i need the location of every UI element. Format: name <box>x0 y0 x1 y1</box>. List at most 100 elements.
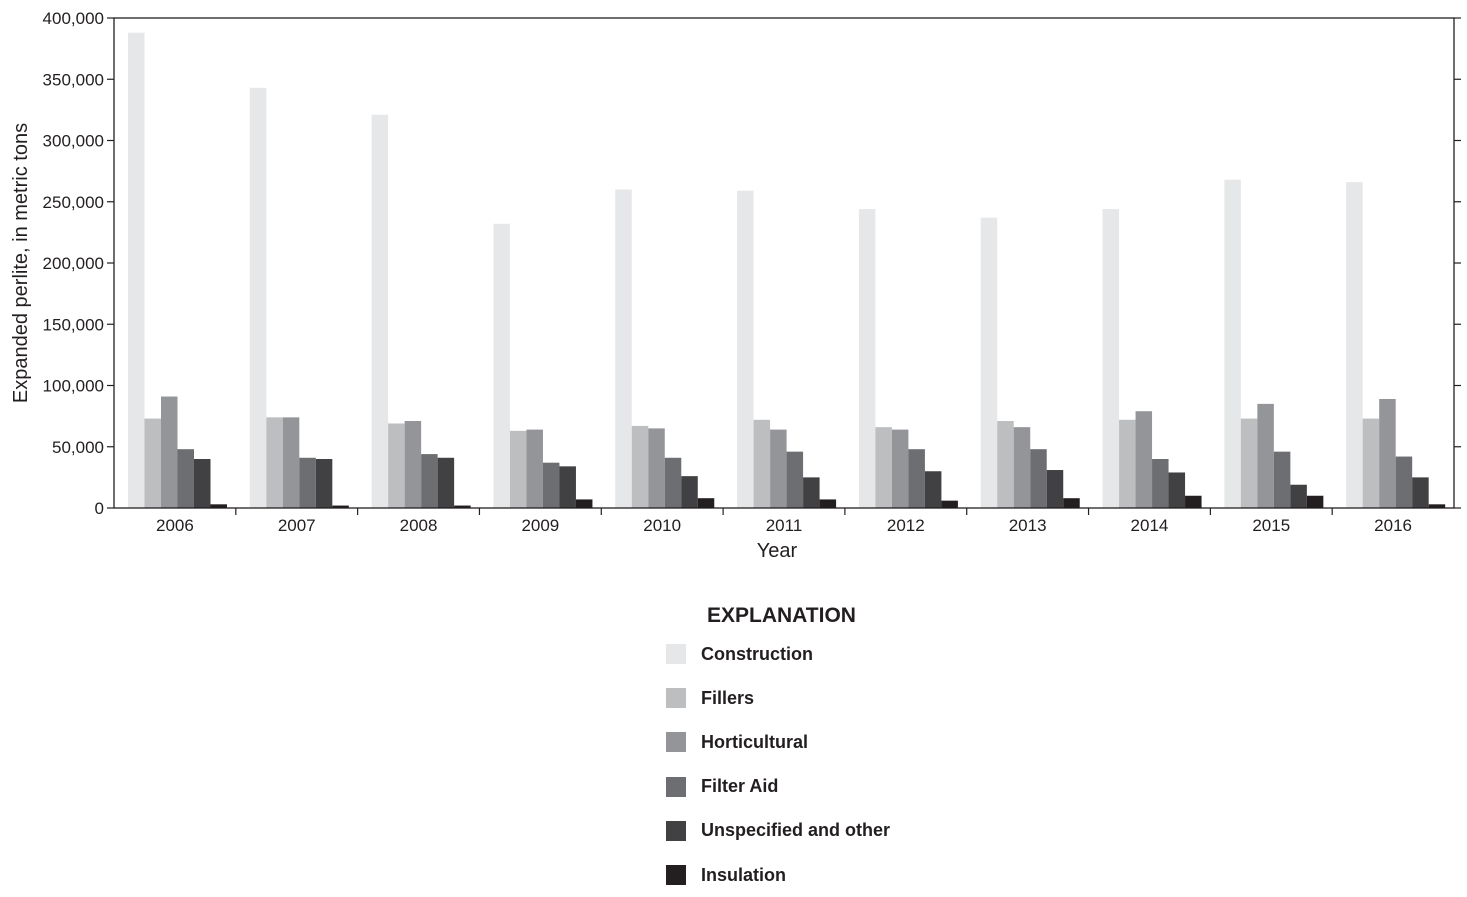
bar-construction-2007 <box>249 87 267 508</box>
bar-insulation-2012 <box>941 500 958 508</box>
bar-insulation-2011 <box>819 499 837 508</box>
legend-item-insulation: Insulation <box>666 853 986 897</box>
bar-fillers-2014 <box>1119 419 1136 508</box>
legend-swatch <box>666 820 686 841</box>
bar-unspecified-and-other-2013 <box>1046 470 1064 508</box>
bar-filter-aid-2008 <box>421 454 438 508</box>
bar-fillers-2009 <box>509 430 527 508</box>
bar-unspecified-and-other-2007 <box>315 459 333 508</box>
y-tick-label: 100,000 <box>43 377 104 396</box>
bar-filter-aid-2016 <box>1395 456 1413 508</box>
bar-horticultural-2006 <box>161 396 178 508</box>
bar-insulation-2007 <box>332 505 349 508</box>
bar-filter-aid-2013 <box>1030 449 1047 508</box>
legend-swatch <box>666 732 686 753</box>
bar-filter-aid-2006 <box>177 449 194 508</box>
bar-fillers-2013 <box>997 421 1014 508</box>
x-tick-label: 2016 <box>1374 516 1412 535</box>
bar-fillers-2016 <box>1362 418 1380 508</box>
x-tick-label: 2009 <box>521 516 559 535</box>
bar-horticultural-2008 <box>404 421 422 508</box>
bar-fillers-2011 <box>753 419 771 508</box>
legend-label: Fillers <box>701 687 755 708</box>
legend: EXPLANATION Construction Fillers Horticult… <box>666 600 986 897</box>
bar-construction-2011 <box>737 190 754 509</box>
bar-unspecified-and-other-2012 <box>924 471 942 508</box>
x-tick-label: 2013 <box>1009 516 1047 535</box>
legend-label: Filter Aid <box>701 776 779 797</box>
bar-fillers-2012 <box>875 427 892 508</box>
legend-item-unspecified-and-other: Unspecified and other <box>666 809 986 853</box>
bar-filter-aid-2009 <box>542 462 560 508</box>
y-tick-label: 0 <box>95 499 104 518</box>
y-axis-title: Expanded perlite, in metric tons <box>10 123 32 403</box>
bar-filter-aid-2007 <box>299 457 316 508</box>
x-tick-label: 2010 <box>643 516 681 535</box>
legend-label: Insulation <box>701 864 786 885</box>
bar-horticultural-2015 <box>1257 403 1274 509</box>
bar-unspecified-and-other-2008 <box>437 457 455 508</box>
bar-filter-aid-2015 <box>1273 451 1291 508</box>
x-axis-title: Year <box>757 540 798 562</box>
x-tick-label: 2012 <box>887 516 925 535</box>
bar-construction-2013 <box>980 217 998 508</box>
bar-insulation-2009 <box>575 499 593 508</box>
bar-horticultural-2014 <box>1135 411 1153 508</box>
bar-construction-2009 <box>493 223 510 509</box>
bar-filter-aid-2011 <box>786 451 804 508</box>
bar-insulation-2006 <box>210 504 227 508</box>
bar-insulation-2010 <box>697 498 715 508</box>
bar-construction-2012 <box>858 209 876 508</box>
legend-title: EXPLANATION <box>707 604 856 627</box>
bar-construction-2006 <box>128 32 145 508</box>
bar-insulation-2013 <box>1063 498 1080 508</box>
bar-unspecified-and-other-2016 <box>1412 477 1429 509</box>
legend-label: Unspecified and other <box>701 820 891 841</box>
y-tick-label: 400,000 <box>43 9 104 28</box>
legend-item-horticultural: Horticultural <box>666 720 986 764</box>
x-tick-label: 2014 <box>1131 516 1169 535</box>
legend-swatch <box>666 644 686 665</box>
bar-horticultural-2012 <box>891 429 909 508</box>
bar-unspecified-and-other-2009 <box>559 466 576 508</box>
bar-fillers-2015 <box>1240 418 1258 508</box>
x-axis-ticks: 2006 2007 2008 2009 2010 2011 2012 2013 2014 2015… <box>156 508 1412 535</box>
bar-horticultural-2011 <box>770 429 787 508</box>
bar-unspecified-and-other-2015 <box>1290 484 1307 508</box>
legend-label: Construction <box>701 643 813 664</box>
y-tick-label: 150,000 <box>43 315 104 334</box>
bar-fillers-2007 <box>266 417 283 508</box>
bar-horticultural-2007 <box>282 417 300 508</box>
bar-insulation-2016 <box>1428 504 1446 508</box>
legend-item-fillers: Fillers <box>666 676 986 720</box>
y-axis-ticks: 0 50,000 100,000 150,000 200,000 250,000 300,0… <box>43 9 1461 518</box>
legend-swatch <box>666 865 686 886</box>
bar-unspecified-and-other-2014 <box>1168 472 1186 508</box>
x-tick-label: 2015 <box>1252 516 1290 535</box>
bar-construction-2010 <box>615 189 632 508</box>
bar-filter-aid-2014 <box>1152 459 1169 508</box>
legend-item-filter-aid: Filter Aid <box>666 765 986 809</box>
chart: 0 50,000 100,000 150,000 200,000 250,000 300,0… <box>10 9 1461 562</box>
bar-filter-aid-2012 <box>908 449 925 508</box>
x-tick-label: 2006 <box>156 516 194 535</box>
bar-unspecified-and-other-2011 <box>803 477 820 509</box>
bar-fillers-2010 <box>631 425 649 508</box>
bars-group <box>128 32 1446 509</box>
bar-horticultural-2010 <box>648 428 665 509</box>
bar-construction-2008 <box>371 114 389 509</box>
bar-horticultural-2009 <box>526 429 543 508</box>
bar-construction-2016 <box>1346 182 1363 508</box>
bar-unspecified-and-other-2006 <box>194 459 211 508</box>
bar-horticultural-2016 <box>1379 398 1396 508</box>
bar-construction-2015 <box>1224 179 1241 508</box>
legend-swatch <box>666 688 686 709</box>
bar-unspecified-and-other-2010 <box>681 476 698 508</box>
bar-insulation-2008 <box>454 505 471 508</box>
bar-construction-2014 <box>1102 209 1120 508</box>
y-tick-label: 300,000 <box>43 132 104 151</box>
legend-label: Horticultural <box>701 731 809 752</box>
legend-item-construction: Construction <box>666 632 986 676</box>
bar-horticultural-2013 <box>1013 427 1031 508</box>
x-tick-label: 2007 <box>278 516 316 535</box>
